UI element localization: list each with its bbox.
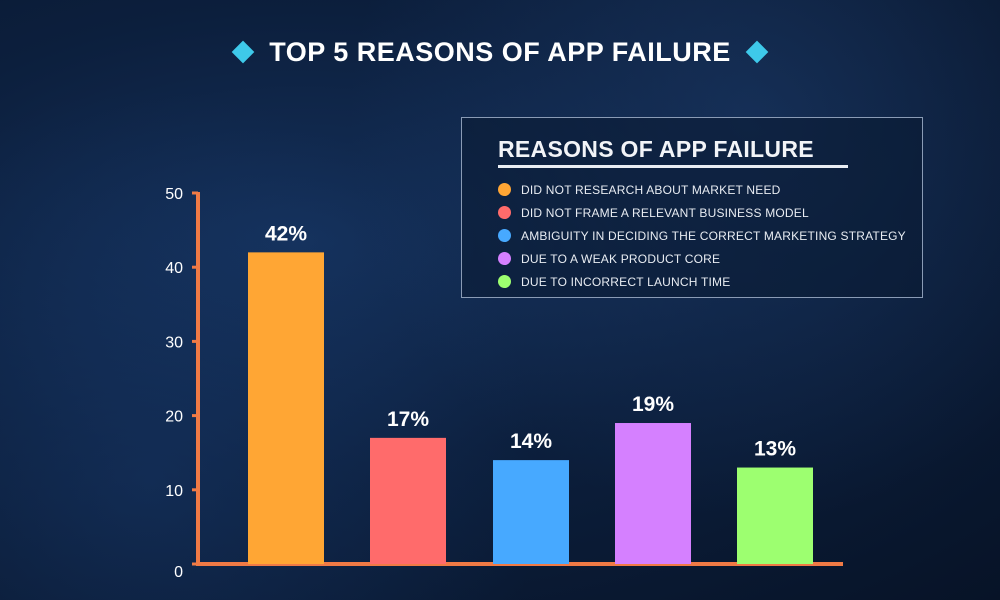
- bar-data-label: 17%: [387, 408, 429, 431]
- legend-item: DID NOT FRAME A RELEVANT BUSINESS MODEL: [498, 201, 906, 224]
- legend-dot-icon: [498, 229, 511, 242]
- y-tick-label: 20: [165, 409, 183, 426]
- bar-data-label: 42%: [265, 222, 307, 245]
- y-tick-label: 0: [174, 564, 183, 581]
- legend-item: DUE TO A WEAK PRODUCT CORE: [498, 247, 906, 270]
- legend-title: REASONS OF APP FAILURE: [498, 136, 814, 162]
- legend-dot-icon: [498, 252, 511, 265]
- legend-item-label: DID NOT RESEARCH ABOUT MARKET NEED: [521, 182, 781, 197]
- bar-data-label: 14%: [510, 430, 552, 453]
- bar: [370, 437, 446, 564]
- legend-dot-icon: [498, 206, 511, 219]
- bar: [615, 423, 691, 564]
- legend-item: AMBIGUITY IN DECIDING THE CORRECT MARKET…: [498, 224, 906, 247]
- legend-item-label: AMBIGUITY IN DECIDING THE CORRECT MARKET…: [521, 228, 906, 243]
- legend-dot-icon: [498, 183, 511, 196]
- bar: [248, 252, 324, 565]
- bar: [737, 467, 813, 564]
- legend-item-label: DID NOT FRAME A RELEVANT BUSINESS MODEL: [521, 205, 809, 220]
- legend-dot-icon: [498, 275, 511, 288]
- legend-box: REASONS OF APP FAILURE DID NOT RESEARCH …: [461, 117, 923, 298]
- bar: [493, 460, 569, 564]
- legend-item-label: DUE TO INCORRECT LAUNCH TIME: [521, 274, 731, 289]
- legend-title-underline: [498, 165, 848, 168]
- y-tick-label: 10: [165, 483, 183, 500]
- legend-item: DID NOT RESEARCH ABOUT MARKET NEED: [498, 178, 906, 201]
- y-tick-label: 50: [165, 186, 183, 203]
- legend-list: DID NOT RESEARCH ABOUT MARKET NEED DID N…: [498, 178, 906, 293]
- legend-item: DUE TO INCORRECT LAUNCH TIME: [498, 270, 906, 293]
- header: TOP 5 REASONS OF APP FAILURE: [0, 34, 1000, 70]
- y-tick-label: 30: [165, 334, 183, 351]
- y-tick-label: 40: [165, 260, 183, 277]
- bar-data-label: 19%: [632, 393, 674, 416]
- bar-data-label: 13%: [754, 438, 796, 461]
- page-title: TOP 5 REASONS OF APP FAILURE: [269, 36, 731, 67]
- legend-item-label: DUE TO A WEAK PRODUCT CORE: [521, 251, 721, 266]
